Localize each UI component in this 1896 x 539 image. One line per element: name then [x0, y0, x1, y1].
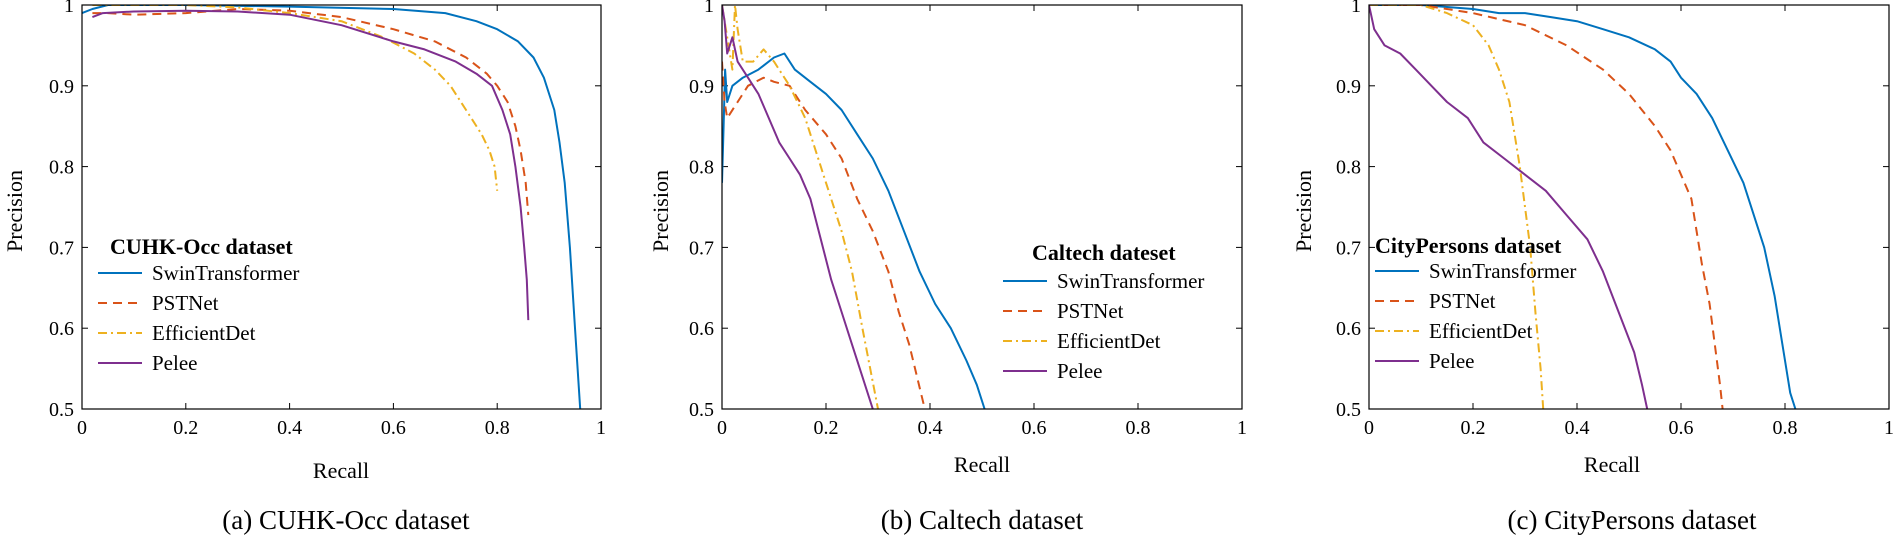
panel-c-xtick-label: 0.8 — [1773, 417, 1798, 439]
panel-c-ylabel: Precision — [1291, 170, 1316, 252]
panel-b-xtick-label: 0.4 — [918, 417, 943, 439]
panel-c-xlabel: Recall — [1584, 452, 1640, 477]
panel-c: 0 0.2 0.4 0.6 0.8 1 0.5 0.6 0.7 0.8 0.9 1 SwinTransf… — [1291, 0, 1894, 535]
panel-c-caption: (c) CityPersons dataset — [1508, 505, 1757, 535]
panel-a-legend-label-swintransformer: SwinTransformer — [152, 261, 299, 285]
panel-a-series-pstnet — [92, 8, 530, 216]
panel-c-ytick-label: 1 — [1351, 0, 1361, 17]
panel-b-ytick-label: 0.8 — [689, 157, 714, 179]
panel-b-legend-title: Caltech dateset — [1032, 240, 1176, 265]
panel-b-legend-label-efficientdet: EfficientDet — [1057, 329, 1161, 353]
panel-a-ytick-label: 0.5 — [49, 399, 74, 421]
panel-c-series-efficientdet — [1369, 5, 1545, 409]
panel-b-xtick-label: 0.2 — [814, 417, 839, 439]
panel-c-legend-label-pstnet: PSTNet — [1429, 289, 1496, 313]
panel-a-series-pelee — [92, 9, 530, 321]
panel-c-ytick-label: 0.9 — [1336, 76, 1361, 98]
panel-b-xtick-label: 0 — [717, 417, 727, 439]
panel-c-series-swintransformer — [1369, 5, 1797, 409]
panel-c-ytick-label: 0.8 — [1336, 157, 1361, 179]
panel-a: 0 0.2 0.4 0.6 0.8 1 0.5 0.6 0.7 0.8 0.9 1 SwinTransf… — [2, 0, 606, 535]
panel-a-xtick-label: 1 — [596, 417, 606, 439]
panel-c-legend-label-efficientdet: EfficientDet — [1429, 319, 1533, 343]
panel-a-legend-label-pelee: Pelee — [152, 351, 197, 375]
panel-b-caption: (b) Caltech dataset — [881, 505, 1084, 535]
panel-b-ytick-label: 1 — [704, 0, 714, 17]
panel-b-marks: 0 0.2 0.4 0.6 0.8 1 0.5 0.6 0.7 0.8 0.9 1 SwinTransf… — [689, 0, 1247, 439]
panel-a-axes-box — [81, 4, 602, 410]
panel-a-ytick-label: 0.7 — [49, 237, 74, 259]
panel-b-xtick-label: 1 — [1237, 417, 1247, 439]
panel-a-ytick-label: 0.8 — [49, 157, 74, 179]
panel-a-series-swintransformer — [82, 5, 582, 409]
panel-c-marks: 0 0.2 0.4 0.6 0.8 1 0.5 0.6 0.7 0.8 0.9 1 SwinTransf… — [1336, 0, 1894, 439]
panel-b: 0 0.2 0.4 0.6 0.8 1 0.5 0.6 0.7 0.8 0.9 1 SwinTransf… — [648, 0, 1247, 535]
panel-a-legend-title: CUHK-Occ dataset — [110, 234, 293, 259]
panel-b-series-pstnet — [722, 61, 926, 409]
panel-a-ylabel: Precision — [2, 170, 27, 252]
panel-a-xtick-label: 0.6 — [381, 417, 406, 439]
panel-a-legend-label-pstnet: PSTNet — [152, 291, 219, 315]
panel-c-legend-label-swintransformer: SwinTransformer — [1429, 259, 1576, 283]
panel-a-series-efficientdet — [92, 5, 499, 191]
panel-b-ytick-label: 0.7 — [689, 237, 714, 259]
panel-a-xtick-label: 0.8 — [485, 417, 510, 439]
panel-c-xtick-label: 0 — [1364, 417, 1374, 439]
panel-c-series-pstnet — [1369, 5, 1724, 409]
panel-a-ytick-label: 0.9 — [49, 76, 74, 98]
panel-a-marks: 0 0.2 0.4 0.6 0.8 1 0.5 0.6 0.7 0.8 0.9 1 SwinTransf… — [49, 0, 606, 439]
panel-c-legend-label-pelee: Pelee — [1429, 349, 1474, 373]
panel-b-xlabel: Recall — [954, 452, 1010, 477]
panel-b-legend-label-pstnet: PSTNet — [1057, 299, 1124, 323]
panel-b-legend-label-pelee: Pelee — [1057, 359, 1102, 383]
panel-a-xtick-label: 0 — [77, 417, 87, 439]
panel-b-legend-label-swintransformer: SwinTransformer — [1057, 269, 1204, 293]
panel-b-axes-box — [721, 4, 1243, 410]
panel-b-series-efficientdet — [722, 5, 879, 409]
panel-a-xlabel: Recall — [313, 458, 369, 483]
panel-c-legend-title: CityPersons dataset — [1375, 233, 1562, 258]
panel-a-ytick-label: 1 — [64, 0, 74, 17]
panel-a-xtick-label: 0.2 — [173, 417, 198, 439]
panel-a-xtick-label: 0.4 — [277, 417, 302, 439]
panel-c-series-pelee — [1369, 5, 1649, 409]
panel-c-xtick-label: 1 — [1884, 417, 1894, 439]
panel-b-xtick-label: 0.8 — [1126, 417, 1151, 439]
panel-b-ytick-label: 0.9 — [689, 76, 714, 98]
panel-a-ytick-label: 0.6 — [49, 318, 74, 340]
panel-c-xtick-label: 0.2 — [1461, 417, 1486, 439]
panel-b-series-swintransformer — [722, 52, 986, 409]
panel-c-xtick-label: 0.4 — [1565, 417, 1590, 439]
panel-c-ytick-label: 0.7 — [1336, 237, 1361, 259]
panel-a-caption: (a) CUHK-Occ dataset — [222, 505, 470, 535]
panel-c-ytick-label: 0.6 — [1336, 318, 1361, 340]
panel-b-ytick-label: 0.6 — [689, 318, 714, 340]
panel-b-ytick-label: 0.5 — [689, 399, 714, 421]
panel-c-xtick-label: 0.6 — [1669, 417, 1694, 439]
panel-b-series-pelee — [722, 5, 874, 409]
panel-c-ytick-label: 0.5 — [1336, 399, 1361, 421]
panel-b-xtick-label: 0.6 — [1022, 417, 1047, 439]
panel-a-legend-label-efficientdet: EfficientDet — [152, 321, 256, 345]
panel-c-axes-box — [1368, 4, 1890, 410]
panel-b-ylabel: Precision — [648, 170, 673, 252]
